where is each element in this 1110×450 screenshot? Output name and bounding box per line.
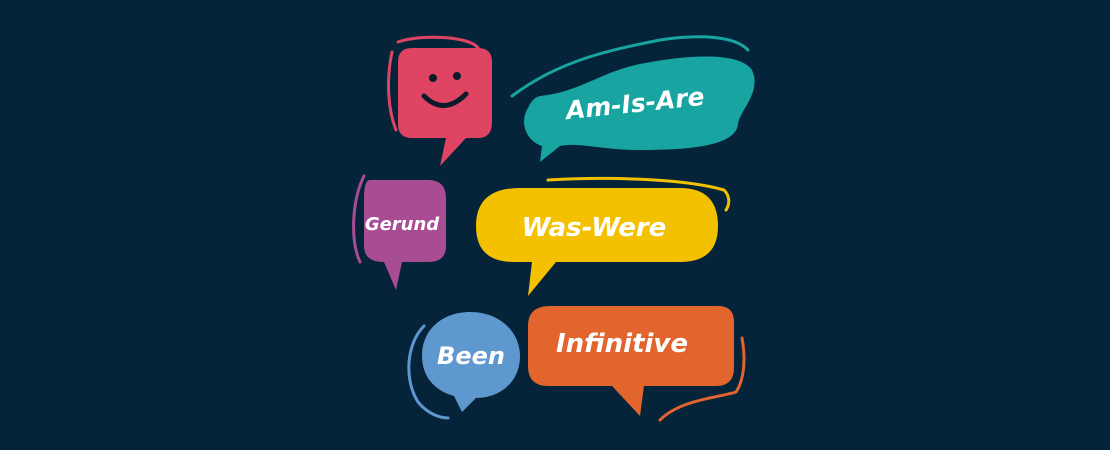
- am-is-are-bubble-outline: [510, 35, 750, 98]
- infinitive-label: Infinitive: [556, 329, 688, 359]
- smiley-bubble: [387, 35, 492, 166]
- been-bubble-outline: [407, 324, 450, 420]
- gerund-bubble: Gerund: [352, 174, 446, 290]
- was-were-label: Was-Were: [522, 213, 667, 243]
- infinitive-bubble-shape: [528, 306, 734, 416]
- been-bubble: Been: [407, 312, 520, 420]
- infinitive-bubble-outline: [658, 336, 746, 422]
- am-is-are-bubble: Am-Is-Are: [510, 35, 755, 162]
- gerund-bubble-outline: [352, 174, 366, 264]
- was-were-bubble: Was-Were: [476, 176, 731, 296]
- smiley-face-icon: [421, 72, 469, 108]
- been-bubble-shape: [422, 312, 520, 412]
- gerund-bubble-shape: [364, 180, 446, 290]
- was-were-bubble-shape: [476, 188, 718, 296]
- infinitive-bubble: Infinitive: [528, 306, 746, 422]
- smiley-bubble-outline: [396, 35, 480, 50]
- been-label: Been: [437, 342, 505, 370]
- am-is-are-bubble-shape: [524, 56, 755, 162]
- gerund-label: Gerund: [365, 214, 440, 235]
- smiley-bubble-outline-left: [387, 50, 398, 132]
- was-were-bubble-outline: [546, 176, 731, 212]
